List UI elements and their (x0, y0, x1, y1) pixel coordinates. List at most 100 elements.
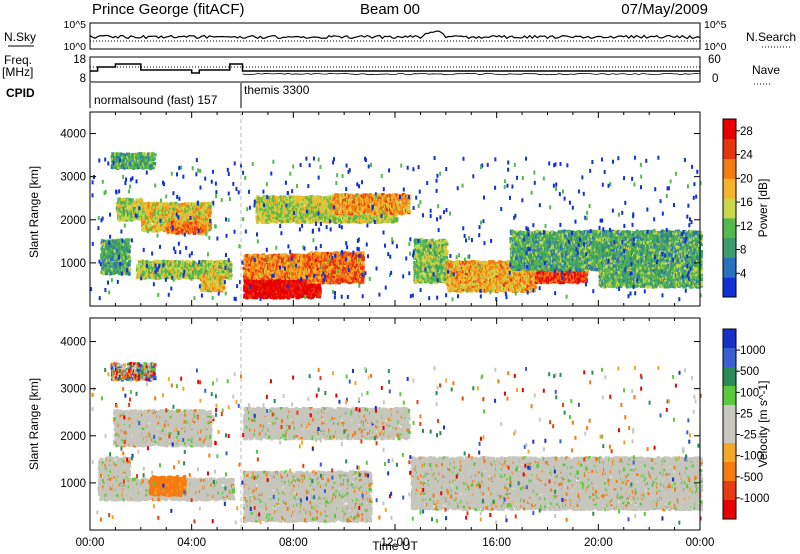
power-cell (283, 280, 288, 284)
power-cell (174, 275, 179, 279)
power-cell (245, 296, 249, 300)
power-cell (255, 296, 259, 300)
power-cell (264, 282, 268, 286)
power-cell (221, 279, 225, 284)
power-cell (162, 273, 166, 277)
power-cell (125, 254, 129, 258)
cpid-label: CPID (6, 86, 35, 100)
power-cell (171, 212, 175, 216)
power-cell (212, 263, 216, 268)
power-cell (151, 262, 155, 267)
power-cell (186, 264, 190, 269)
power-cell (221, 287, 225, 291)
power-cell (151, 154, 155, 158)
power-cell (189, 227, 193, 232)
power-cell (114, 258, 118, 263)
nsky-tick-top: 10^5 (64, 19, 87, 31)
power-cell (151, 152, 155, 156)
power-cell (186, 223, 190, 227)
power-cell (184, 209, 188, 214)
power-cell (139, 269, 143, 273)
power-cell (190, 265, 194, 269)
power-cell (250, 279, 254, 283)
power-cell (243, 293, 247, 297)
power-cell (214, 272, 218, 277)
beam-title: Beam 00 (360, 1, 420, 18)
power-cell (142, 211, 146, 215)
power-cell (142, 269, 146, 274)
power-cell (198, 259, 202, 264)
power-cell (281, 283, 285, 287)
power-cell (127, 272, 131, 276)
power-cell (228, 276, 233, 281)
power-cell (125, 252, 129, 257)
power-cell (150, 164, 154, 168)
power-cell (111, 253, 115, 257)
power-cell (194, 268, 198, 273)
power-cell (157, 216, 161, 220)
power-cell (159, 227, 163, 232)
power-cell (118, 203, 122, 208)
power-cell (313, 284, 317, 288)
power-cell (172, 201, 176, 205)
power-cell (213, 266, 218, 270)
power-cell (287, 282, 291, 286)
power-cell (335, 214, 340, 219)
power-cell (202, 207, 206, 211)
power-cell (141, 166, 145, 170)
power-cell (178, 261, 182, 265)
power-cell (210, 279, 214, 283)
power-cell (250, 278, 255, 282)
power-cell (141, 202, 145, 206)
power-cell (100, 258, 104, 262)
power-cell (208, 204, 212, 208)
power-cell (277, 292, 281, 296)
power-cell (119, 254, 124, 258)
power-cell (361, 266, 365, 270)
power-cell (127, 267, 132, 271)
power-cell (111, 243, 116, 247)
power-cell (170, 218, 174, 222)
power-cell (122, 166, 127, 170)
freq-trace (90, 63, 700, 74)
power-cell (189, 219, 193, 223)
power-cell (169, 202, 173, 206)
power-cell (277, 280, 281, 284)
power-cell (210, 268, 215, 272)
power-cell (307, 292, 311, 296)
freq-tick-bottom: 8 (80, 73, 86, 85)
power-cell (184, 262, 188, 266)
power-cell (121, 250, 125, 254)
power-cell (208, 210, 212, 214)
power-cell (147, 274, 151, 278)
power-cell (208, 206, 212, 211)
power-cell (224, 271, 228, 275)
power-cell (126, 243, 130, 247)
power-cell (152, 229, 156, 233)
power-cell (152, 163, 157, 167)
power-cell (173, 272, 177, 276)
power-cell (206, 285, 210, 289)
power-cell (271, 283, 275, 287)
power-cell (127, 259, 132, 264)
power-cell (199, 208, 203, 212)
power-cell (152, 219, 156, 223)
power-cell (174, 217, 179, 221)
power-cell (216, 272, 220, 276)
power-cell (116, 243, 121, 247)
power-cell (142, 151, 146, 156)
power-cell (206, 228, 210, 232)
power-cell (208, 227, 212, 231)
power-cell (105, 259, 109, 263)
power-cell (156, 259, 160, 263)
power-cell (173, 270, 177, 274)
power-cell (107, 254, 112, 258)
power-cell (247, 278, 252, 282)
freq-label-1: Freq. (4, 53, 32, 67)
power-cell (121, 253, 126, 258)
power-cell (203, 226, 207, 230)
power-cell (200, 221, 204, 225)
power-cell (101, 253, 105, 257)
power-cell (202, 261, 206, 266)
power-cell (255, 280, 259, 284)
